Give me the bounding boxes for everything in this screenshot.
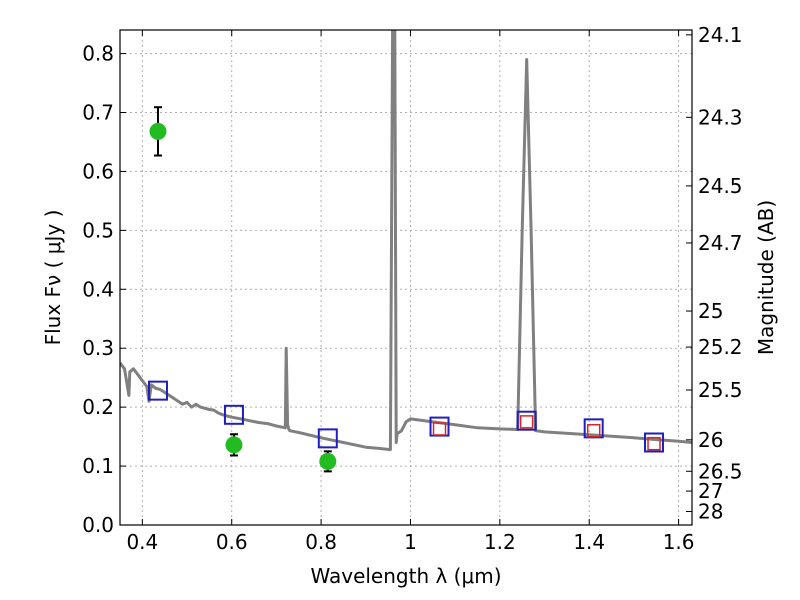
y-axis-title: Flux Fν ( μJy ) [41, 210, 65, 346]
y2-tick-label: 25.2 [698, 335, 743, 359]
hst-photometry-square [586, 423, 601, 438]
hst-photometry-square [647, 436, 661, 451]
gridlines [120, 30, 692, 526]
y2-tick-label: 26 [698, 428, 723, 452]
series-layer [120, 30, 692, 473]
x-tick-label: 1.2 [484, 530, 516, 554]
plot-frame [119, 29, 693, 526]
y2-tick-label: 28 [698, 500, 723, 524]
y-tick-label: 0.3 [82, 336, 114, 360]
y-tick-label: 0.2 [82, 395, 114, 419]
x-tick-label: 0.4 [126, 530, 158, 554]
model-photometry-square [147, 380, 168, 401]
hst-photometry-square [519, 415, 534, 429]
observed-point [149, 122, 167, 140]
x-tick-labels: 0.4 0.6 0.8 1 1.2 1.4 1.6 [126, 530, 694, 554]
y-tick-label: 0.1 [82, 454, 114, 478]
y-tick-label: 0.6 [82, 159, 114, 183]
y2-tick-label: 27 [698, 479, 723, 503]
y-tick-label: 0.4 [82, 277, 114, 301]
y-tick-label: 0.8 [82, 42, 114, 66]
model-photometry-square [317, 428, 338, 449]
x-tick-label: 1 [404, 530, 417, 554]
y-tick-label: 0.7 [82, 101, 114, 125]
tick-marks [120, 30, 692, 526]
y2-tick-label: 25 [698, 299, 723, 323]
y2-tick-label: 26.5 [698, 459, 743, 483]
y2-tick-label: 24.7 [698, 231, 743, 255]
y2-tick-label: 24.5 [698, 174, 743, 198]
y-tick-label: 0.5 [82, 218, 114, 242]
y-tick-labels: 0.0 0.1 0.2 0.3 0.4 0.5 0.6 0.7 0.8 [82, 42, 114, 537]
y2-tick-label: 24.3 [698, 105, 743, 129]
y2-tick-label: 24.1 [698, 23, 743, 47]
model-photometry-square [516, 410, 537, 431]
model-spectrum-line [120, 30, 692, 452]
y-tick-label: 0.0 [82, 513, 114, 537]
x-tick-label: 1.4 [573, 530, 605, 554]
y2-tick-label: 25.5 [698, 378, 743, 402]
hst-photometry-square [432, 422, 447, 436]
observed-point [225, 436, 243, 454]
model-photometry-square [644, 432, 665, 453]
x-axis-title: Wavelength λ (μm) [310, 564, 501, 588]
observed-point [319, 452, 337, 470]
x-tick-label: 0.6 [216, 530, 248, 554]
y2-axis-title: Magnitude (AB) [754, 200, 778, 355]
x-tick-label: 1.6 [663, 530, 695, 554]
model-photometry-square [223, 404, 244, 425]
x-tick-label: 0.8 [305, 530, 337, 554]
